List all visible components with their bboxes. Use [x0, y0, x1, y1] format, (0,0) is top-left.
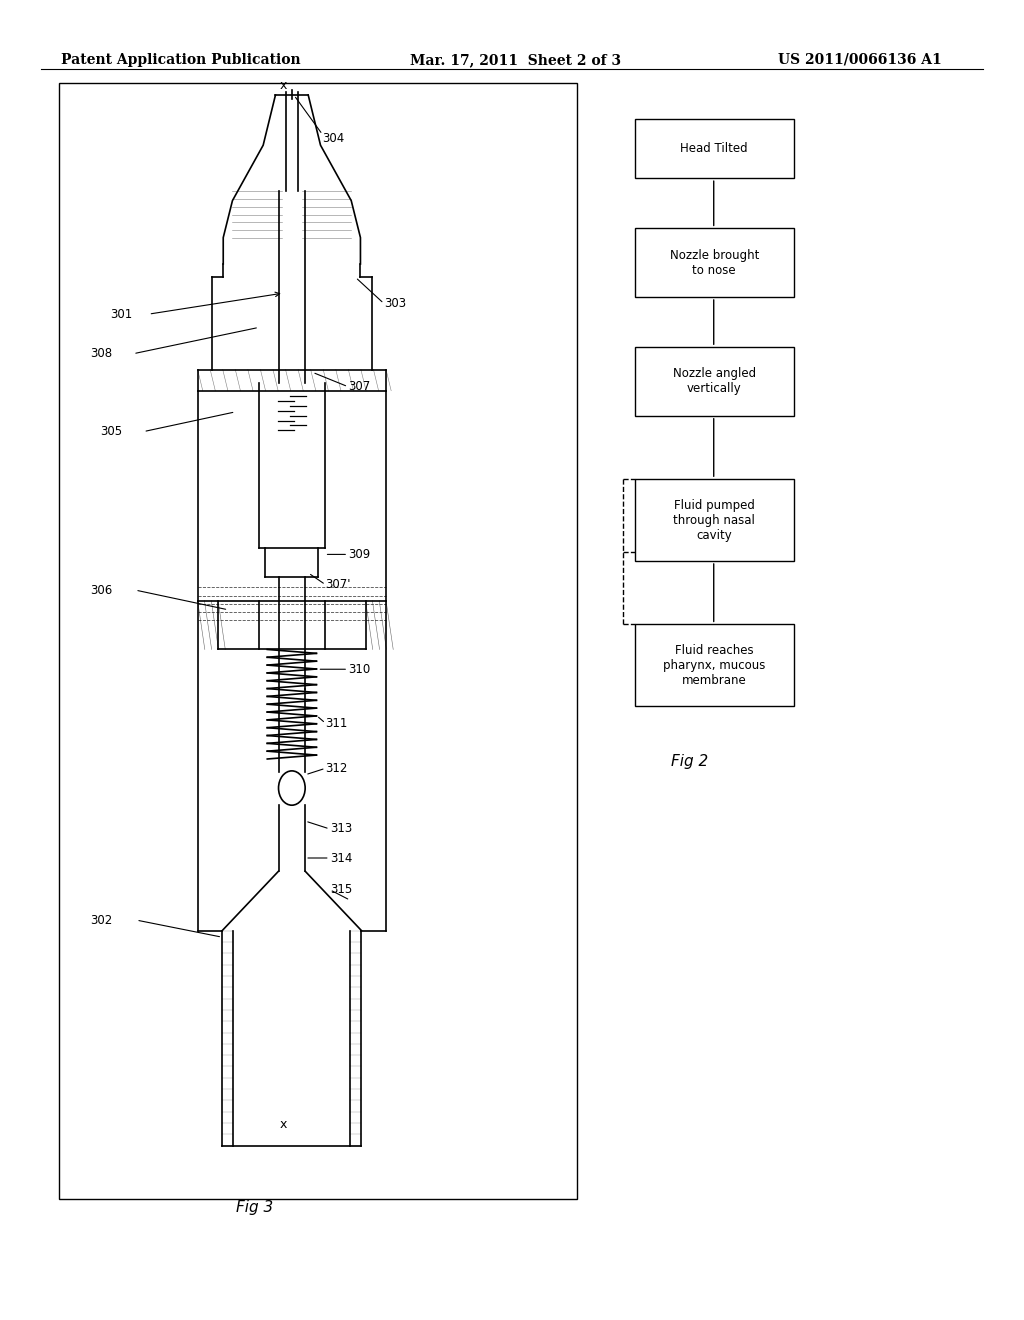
- Text: 315: 315: [330, 883, 352, 896]
- Text: 311: 311: [326, 717, 348, 730]
- Text: Mar. 17, 2011  Sheet 2 of 3: Mar. 17, 2011 Sheet 2 of 3: [410, 53, 621, 67]
- Text: Fig 2: Fig 2: [671, 754, 708, 768]
- FancyBboxPatch shape: [635, 347, 794, 416]
- Text: Nozzle brought
to nose: Nozzle brought to nose: [670, 248, 759, 277]
- FancyBboxPatch shape: [635, 119, 794, 178]
- Text: Fluid pumped
through nasal
cavity: Fluid pumped through nasal cavity: [674, 499, 755, 541]
- Text: 301: 301: [111, 308, 133, 321]
- Text: x: x: [280, 1118, 288, 1131]
- Text: 305: 305: [100, 425, 123, 438]
- Text: 306: 306: [90, 583, 113, 597]
- Text: Nozzle angled
vertically: Nozzle angled vertically: [673, 367, 756, 396]
- Text: Head Tilted: Head Tilted: [680, 143, 749, 154]
- Bar: [59, 83, 577, 1199]
- Text: 304: 304: [323, 132, 345, 145]
- Text: 302: 302: [90, 913, 113, 927]
- FancyBboxPatch shape: [635, 228, 794, 297]
- Text: 313: 313: [330, 822, 352, 836]
- Text: 312: 312: [326, 762, 348, 775]
- Text: 307': 307': [326, 578, 351, 591]
- FancyBboxPatch shape: [635, 479, 794, 561]
- Text: 308: 308: [90, 347, 113, 360]
- Text: 310: 310: [348, 663, 371, 676]
- FancyBboxPatch shape: [635, 624, 794, 706]
- Text: 303: 303: [384, 297, 407, 310]
- Text: US 2011/0066136 A1: US 2011/0066136 A1: [778, 53, 942, 67]
- Text: 307: 307: [348, 380, 371, 393]
- Text: Fig 3: Fig 3: [236, 1200, 272, 1214]
- Text: Patent Application Publication: Patent Application Publication: [61, 53, 301, 67]
- Text: 309: 309: [348, 548, 371, 561]
- Text: Fluid reaches
pharynx, mucous
membrane: Fluid reaches pharynx, mucous membrane: [664, 644, 765, 686]
- Text: x: x: [280, 79, 288, 92]
- Text: 314: 314: [330, 851, 352, 865]
